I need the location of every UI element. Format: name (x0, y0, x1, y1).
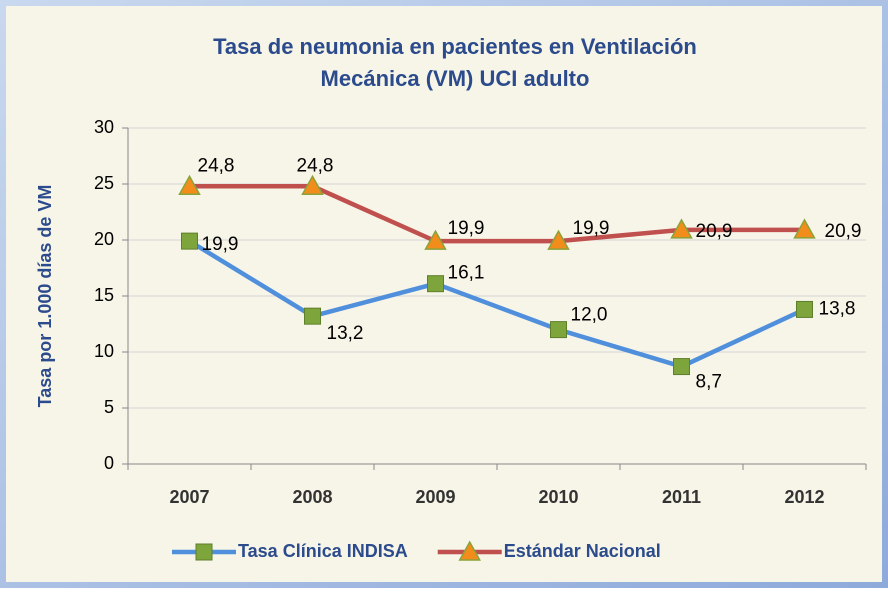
x-tick-label: 2012 (784, 487, 824, 507)
x-tick-label: 2009 (415, 487, 455, 507)
x-tick-label: 2011 (662, 487, 701, 507)
background (6, 6, 882, 582)
marker (670, 218, 693, 239)
legend-label: Tasa Clínica INDISA (238, 541, 408, 561)
marker (304, 307, 321, 325)
marker (195, 543, 213, 561)
x-tick-label: 2010 (538, 487, 578, 507)
marker (301, 174, 324, 195)
data-label: 8,7 (696, 372, 722, 393)
data-label: 13,2 (327, 323, 364, 344)
marker (181, 232, 198, 250)
series-line (188, 239, 806, 369)
marker (427, 275, 444, 293)
x-tick-label: 2007 (169, 487, 209, 507)
y-axis-label: Tasa por 1.000 días de VM (35, 185, 55, 408)
y-tick-label: 25 (94, 173, 114, 193)
data-label: 13,8 (819, 298, 856, 319)
marker (458, 540, 481, 561)
series-line (189, 183, 805, 244)
data-label: 19,9 (573, 218, 610, 239)
chart-title: Tasa de neumonia en pacientes en Ventila… (213, 34, 697, 59)
data-label: 19,9 (202, 234, 239, 255)
marker (547, 229, 570, 250)
marker (424, 229, 447, 250)
marker (178, 174, 201, 195)
marker (796, 300, 813, 318)
y-tick-label: 15 (94, 285, 114, 305)
x-tick-label: 2008 (292, 487, 332, 507)
marker (673, 358, 690, 376)
data-label: 24,8 (198, 155, 235, 176)
data-label: 16,1 (448, 263, 485, 284)
data-label: 20,9 (696, 221, 733, 242)
marker (793, 218, 816, 239)
data-label: 12,0 (571, 305, 608, 326)
chart-title: Mecánica (VM) UCI adulto (321, 66, 590, 91)
y-tick-label: 0 (104, 453, 114, 473)
y-tick-label: 10 (94, 341, 114, 361)
legend-label: Estándar Nacional (504, 541, 661, 561)
y-tick-label: 30 (94, 117, 114, 137)
data-label: 19,9 (448, 218, 485, 239)
data-label: 20,9 (825, 221, 862, 242)
y-tick-label: 20 (94, 229, 114, 249)
data-label: 24,8 (297, 155, 334, 176)
marker (550, 321, 567, 339)
y-tick-label: 5 (104, 397, 114, 417)
